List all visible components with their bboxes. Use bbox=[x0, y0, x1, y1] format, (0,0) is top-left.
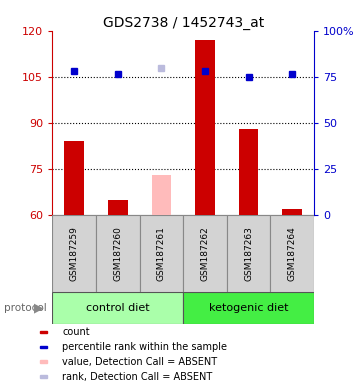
Bar bbox=[239, 129, 258, 215]
Bar bbox=[152, 175, 171, 215]
Text: protocol: protocol bbox=[4, 303, 46, 313]
Text: GSM187263: GSM187263 bbox=[244, 226, 253, 281]
Bar bbox=[64, 141, 84, 215]
Text: GSM187259: GSM187259 bbox=[70, 226, 79, 281]
Bar bbox=[140, 215, 183, 292]
Bar bbox=[40, 346, 47, 348]
Bar bbox=[40, 376, 47, 378]
Text: GSM187261: GSM187261 bbox=[157, 226, 166, 281]
Title: GDS2738 / 1452743_at: GDS2738 / 1452743_at bbox=[103, 16, 264, 30]
Text: percentile rank within the sample: percentile rank within the sample bbox=[62, 342, 227, 352]
Text: value, Detection Call = ABSENT: value, Detection Call = ABSENT bbox=[62, 357, 217, 367]
Text: ▶: ▶ bbox=[34, 302, 44, 314]
Text: GSM187260: GSM187260 bbox=[113, 226, 122, 281]
Bar bbox=[195, 40, 215, 215]
Bar bbox=[96, 215, 140, 292]
Bar bbox=[52, 215, 96, 292]
Bar bbox=[183, 215, 227, 292]
Bar bbox=[270, 215, 314, 292]
Bar bbox=[40, 361, 47, 363]
Bar bbox=[183, 292, 314, 324]
Bar bbox=[282, 209, 302, 215]
Text: GSM187264: GSM187264 bbox=[288, 226, 297, 281]
Bar bbox=[227, 215, 270, 292]
Text: ketogenic diet: ketogenic diet bbox=[209, 303, 288, 313]
Text: control diet: control diet bbox=[86, 303, 149, 313]
Bar bbox=[40, 331, 47, 333]
Text: rank, Detection Call = ABSENT: rank, Detection Call = ABSENT bbox=[62, 372, 213, 382]
Text: GSM187262: GSM187262 bbox=[200, 226, 209, 281]
Text: count: count bbox=[62, 327, 90, 337]
Bar bbox=[52, 292, 183, 324]
Bar bbox=[108, 200, 127, 215]
